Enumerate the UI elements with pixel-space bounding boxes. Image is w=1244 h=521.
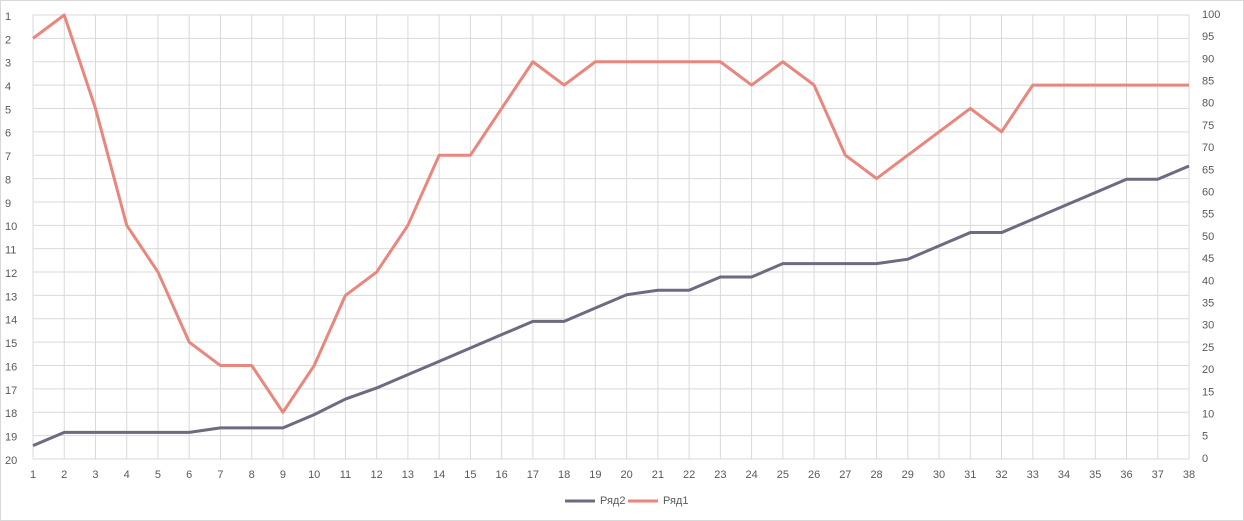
x-tick-label: 30: [933, 469, 945, 481]
x-tick-label: 27: [839, 469, 851, 481]
x-tick-label: 17: [527, 469, 539, 481]
x-tick-label: 24: [745, 469, 757, 481]
x-tick-label: 32: [995, 469, 1007, 481]
y2-tick-label: 30: [1202, 320, 1214, 332]
y-tick-label: 13: [5, 291, 17, 303]
y-tick-label: 2: [5, 34, 11, 46]
x-tick-label: 34: [1058, 469, 1070, 481]
x-tick-label: 21: [652, 469, 664, 481]
y-tick-label: 7: [5, 151, 11, 163]
y2-tick-label: 90: [1202, 53, 1214, 65]
y-tick-label: 4: [5, 81, 11, 93]
legend-label: Ряд2: [600, 495, 625, 507]
y-tick-label: 17: [5, 385, 17, 397]
x-tick-label: 19: [589, 469, 601, 481]
y-tick-label: 16: [5, 361, 17, 373]
x-tick-label: 28: [870, 469, 882, 481]
y2-tick-label: 85: [1202, 76, 1214, 88]
series-line: [32, 13, 1189, 414]
x-tick-label: 9: [280, 469, 286, 481]
y2-tick-label: 35: [1202, 298, 1214, 310]
y2-tick-label: 10: [1202, 409, 1214, 421]
y-tick-label: 6: [5, 128, 11, 140]
y2-tick-label: 15: [1202, 386, 1214, 398]
y-tick-label: 11: [5, 245, 16, 257]
x-tick-label: 1: [30, 469, 36, 481]
x-tick-label: 10: [308, 469, 320, 481]
y-tick-label: 18: [5, 408, 17, 420]
y2-tick-label: 75: [1202, 120, 1214, 132]
x-tick-label: 36: [1120, 469, 1132, 481]
y2-tick-label: 60: [1202, 187, 1214, 199]
x-tick-label: 12: [371, 469, 383, 481]
y2-tick-label: 5: [1202, 431, 1208, 443]
y-tick-label: 5: [5, 104, 11, 116]
x-tick-label: 22: [683, 469, 695, 481]
y-tick-label: 15: [5, 338, 17, 350]
legend-label: Ряд1: [663, 495, 688, 507]
x-tick-label: 13: [402, 469, 414, 481]
y2-tick-label: 70: [1202, 142, 1214, 154]
y-tick-label: 1: [5, 11, 11, 23]
x-tick-label: 4: [124, 469, 130, 481]
y2-tick-label: 95: [1202, 31, 1214, 43]
y2-tick-label: 25: [1202, 342, 1214, 354]
x-tick-label: 8: [249, 469, 255, 481]
x-tick-label: 15: [464, 469, 476, 481]
y2-tick-label: 45: [1202, 253, 1214, 265]
x-tick-label: 23: [714, 469, 726, 481]
y2-tick-label: 0: [1202, 453, 1208, 465]
y-tick-label: 12: [5, 268, 17, 280]
x-tick-label: 38: [1183, 469, 1195, 481]
y2-tick-label: 20: [1202, 364, 1214, 376]
x-tick-label: 14: [433, 469, 445, 481]
x-tick-label: 33: [1027, 469, 1039, 481]
x-tick-label: 5: [155, 469, 161, 481]
x-tick-label: 29: [902, 469, 914, 481]
y2-tick-label: 55: [1202, 209, 1214, 221]
y-tick-label: 19: [5, 432, 17, 444]
y2-tick-label: 50: [1202, 231, 1214, 243]
x-tick-label: 6: [186, 469, 192, 481]
y-tick-label: 14: [5, 315, 17, 327]
x-tick-label: 31: [964, 469, 976, 481]
x-tick-label: 35: [1089, 469, 1101, 481]
x-tick-label: 37: [1152, 469, 1164, 481]
y-tick-label: 9: [5, 198, 11, 210]
y2-tick-label: 40: [1202, 275, 1214, 287]
x-tick-label: 26: [808, 469, 820, 481]
x-tick-label: 20: [620, 469, 632, 481]
y-tick-label: 10: [5, 221, 17, 233]
y2-tick-label: 80: [1202, 98, 1214, 110]
series-line: [32, 164, 1190, 448]
y-tick-label: 20: [5, 455, 17, 467]
x-tick-label: 7: [217, 469, 223, 481]
x-tick-label: 2: [61, 469, 67, 481]
x-tick-label: 3: [92, 469, 98, 481]
x-tick-label: 18: [558, 469, 570, 481]
x-tick-label: 11: [340, 469, 351, 481]
y-tick-label: 3: [5, 58, 11, 70]
y-tick-label: 8: [5, 174, 11, 186]
x-tick-label: 25: [777, 469, 789, 481]
y2-tick-label: 65: [1202, 164, 1214, 176]
x-tick-label: 16: [496, 469, 508, 481]
y2-tick-label: 100: [1202, 9, 1220, 21]
